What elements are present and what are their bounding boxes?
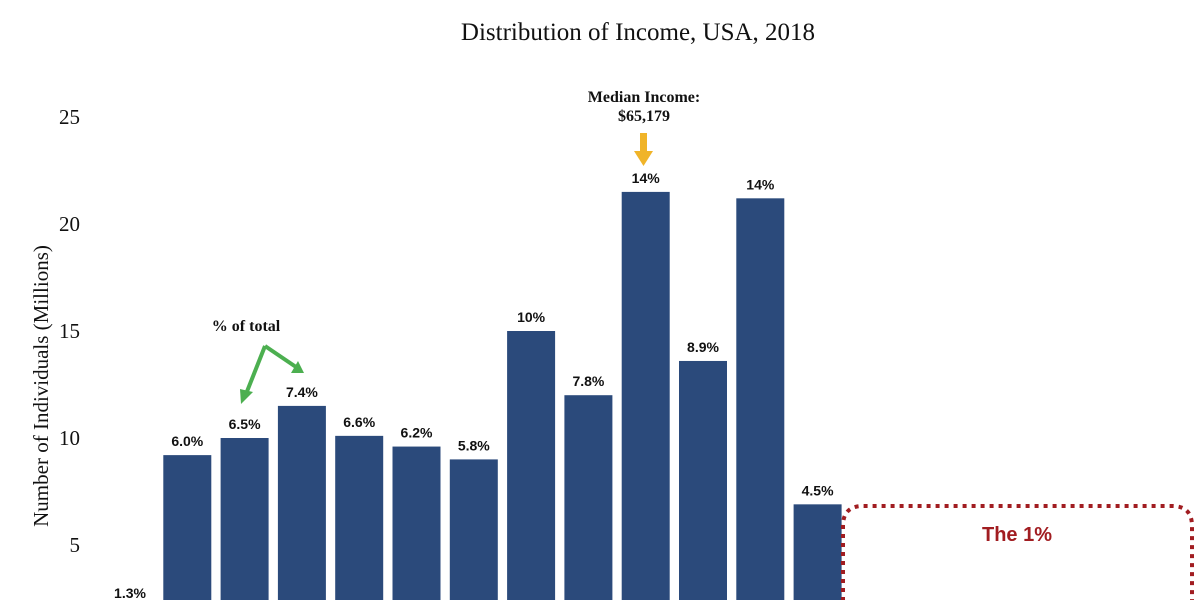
bar — [793, 504, 842, 600]
data-label: 6.6% — [343, 414, 375, 430]
data-label: 8.9% — [687, 339, 719, 355]
data-label: 14% — [632, 170, 661, 186]
data-label: 14% — [746, 176, 775, 192]
chart-title: Distribution of Income, USA, 2018 — [461, 19, 815, 46]
green-arrow-icon — [240, 344, 304, 404]
data-label: 4.5% — [802, 482, 834, 498]
bars-group — [163, 191, 842, 600]
bar — [392, 446, 441, 600]
one-percent-dotted-box — [841, 504, 1194, 600]
green-arrow-right — [263, 344, 298, 369]
y-axis-label: Number of Individuals (Millions) — [29, 245, 53, 527]
green-arrowhead-left — [240, 389, 253, 404]
bar — [220, 438, 269, 600]
data-label: 6.0% — [171, 433, 203, 449]
data-label: 5.8% — [458, 437, 490, 453]
green-arrow-left — [244, 345, 267, 395]
y-tick-label: 20 — [59, 212, 80, 236]
data-label: 7.8% — [572, 373, 604, 389]
data-label: 1.3% — [114, 585, 146, 600]
median-income-annotation: Median Income: $65,179 — [588, 89, 700, 166]
data-label: 7.4% — [286, 384, 318, 400]
bar — [277, 405, 326, 600]
y-tick-label: 5 — [70, 533, 81, 557]
bar — [679, 360, 727, 600]
one-percent-callout: The 1% — [841, 504, 1194, 600]
median-income-label: Median Income: — [588, 89, 700, 106]
y-tick-label: 10 — [59, 426, 80, 450]
bar — [335, 435, 384, 600]
median-income-value: $65,179 — [618, 108, 670, 125]
y-tick-label: 25 — [59, 105, 80, 129]
bar — [449, 459, 498, 600]
percent-of-total-text: % of total — [212, 318, 281, 335]
green-arrowhead-right — [291, 361, 304, 373]
bar — [564, 395, 613, 600]
data-labels-group: 1.3% 6.0% 6.5% 7.4% 6.6% 6.2% 5.8% 10% 7.8% 14% 8.… — [114, 170, 834, 600]
bar — [736, 198, 785, 600]
data-label: 6.2% — [401, 425, 433, 441]
bar — [163, 455, 212, 600]
median-arrowhead — [634, 151, 653, 166]
median-arrow-shaft — [640, 133, 647, 153]
data-label: 10% — [517, 309, 546, 325]
data-label: 6.5% — [229, 416, 261, 432]
bar — [507, 331, 556, 600]
one-percent-label: The 1% — [982, 524, 1052, 546]
y-axis-ticks: 5 10 15 20 25 — [59, 105, 80, 557]
y-tick-label: 15 — [59, 319, 80, 343]
down-arrow-icon — [634, 133, 653, 166]
percent-of-total-annotation: % of total — [212, 318, 304, 404]
bar — [621, 191, 670, 600]
